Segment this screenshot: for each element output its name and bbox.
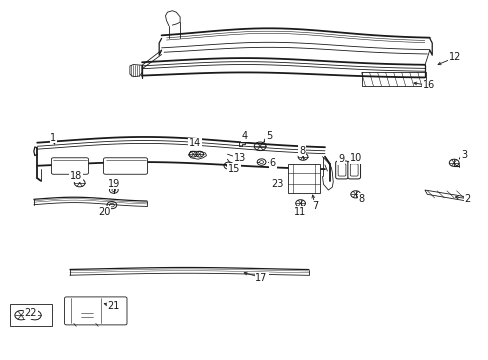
- Text: 18: 18: [70, 171, 82, 181]
- FancyBboxPatch shape: [349, 164, 357, 176]
- Text: 8: 8: [358, 194, 364, 204]
- Text: 10: 10: [349, 153, 361, 163]
- FancyBboxPatch shape: [64, 297, 127, 325]
- FancyBboxPatch shape: [337, 164, 345, 176]
- Text: 21: 21: [107, 301, 120, 311]
- Text: 17: 17: [255, 273, 267, 283]
- Text: 14: 14: [188, 139, 201, 148]
- Text: 2: 2: [464, 194, 470, 204]
- Text: 13: 13: [233, 153, 245, 163]
- FancyBboxPatch shape: [51, 158, 88, 174]
- Text: 19: 19: [107, 179, 120, 189]
- Text: 12: 12: [448, 52, 460, 62]
- Text: 16: 16: [422, 80, 434, 90]
- Text: 6: 6: [269, 158, 275, 168]
- Text: 20: 20: [98, 207, 110, 217]
- Text: 11: 11: [294, 207, 306, 217]
- FancyBboxPatch shape: [10, 304, 52, 326]
- Text: 5: 5: [265, 131, 271, 141]
- Text: 22: 22: [24, 309, 37, 318]
- Text: 7: 7: [311, 201, 318, 211]
- Text: 23: 23: [271, 179, 283, 189]
- FancyBboxPatch shape: [288, 164, 320, 193]
- Text: 8: 8: [298, 145, 305, 156]
- Text: 15: 15: [227, 164, 240, 174]
- FancyBboxPatch shape: [335, 161, 347, 179]
- Text: 1: 1: [50, 133, 56, 143]
- FancyBboxPatch shape: [103, 158, 147, 174]
- Text: 9: 9: [337, 154, 344, 164]
- Text: 3: 3: [460, 150, 466, 160]
- FancyBboxPatch shape: [347, 161, 360, 179]
- Text: 4: 4: [241, 131, 247, 141]
- Polygon shape: [424, 190, 469, 202]
